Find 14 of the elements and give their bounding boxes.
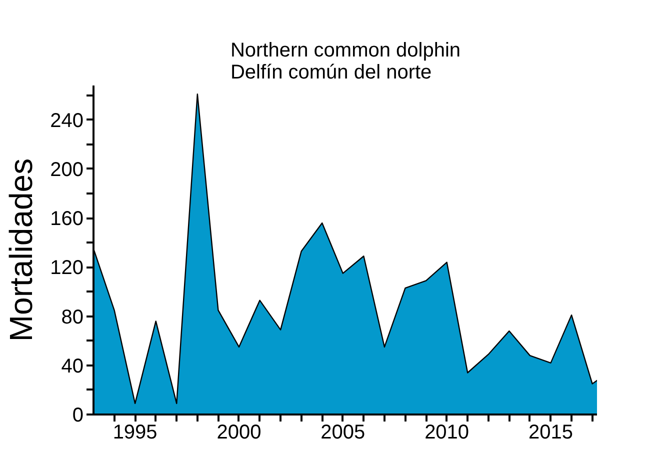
x-tick-label: 2015	[528, 422, 573, 444]
y-tick-label: 240	[50, 110, 84, 132]
y-tick-label: 160	[50, 208, 84, 230]
y-tick-label: 80	[61, 306, 84, 328]
y-tick-label: 40	[61, 355, 84, 378]
x-tick-label: 2000	[216, 422, 262, 444]
x-tick-label: 2005	[320, 422, 366, 444]
y-axis-title: Mortalidades	[3, 158, 40, 342]
chart-title: Northern common dolphin Delfín común del norte	[230, 40, 461, 84]
x-tick-label: 2010	[424, 422, 470, 444]
x-tick-label: 1995	[112, 422, 158, 444]
y-tick-label: 200	[50, 158, 84, 181]
y-tick-label: 120	[50, 257, 84, 280]
y-tick-label: 0	[72, 404, 84, 426]
